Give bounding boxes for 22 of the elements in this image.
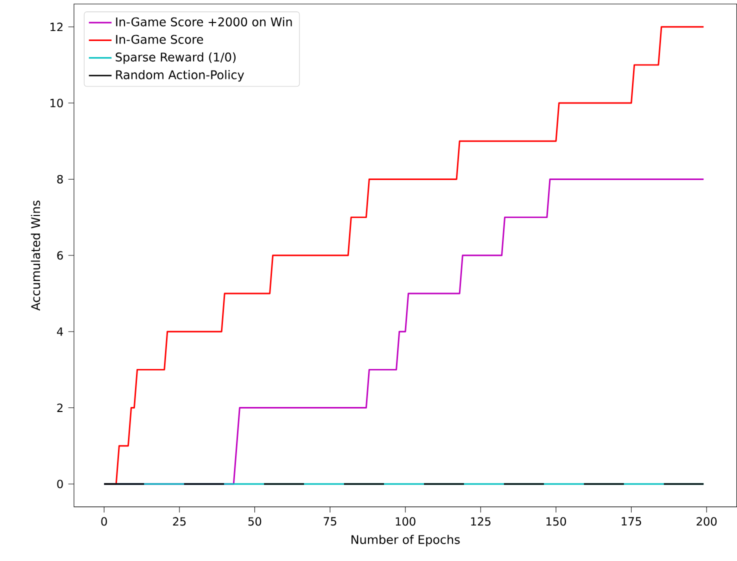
y-tick-label: 6 [57,251,63,260]
legend-label: In-Game Score [116,34,204,44]
legend-label: In-Game Score +2000 on Win [116,17,292,26]
x-tick-label: 200 [696,517,717,526]
x-tick-label: 25 [173,517,186,526]
legend-label: Sparse Reward (1/0) [116,52,236,64]
y-tick-label: 12 [50,22,62,32]
x-tick-label: 125 [471,517,490,526]
y-tick-label: 2 [57,404,62,412]
y-tick-label: 4 [56,328,63,336]
y-tick-label: 8 [57,175,63,184]
x-tick-label: 0 [101,517,107,526]
x-tick-label: 100 [396,517,416,526]
y-axis-title: Accumulated Wins [30,200,40,311]
x-tick-label: 150 [546,517,566,526]
y-tick-label: 0 [57,480,63,488]
x-tick-label: 75 [324,517,336,526]
x-axis-title: Number of Epochs [352,534,460,546]
x-tick-label: 50 [248,517,262,526]
y-tick-label: 10 [50,98,63,108]
x-tick-label: 175 [622,517,642,526]
legend-label: Random Action-Policy [116,70,244,82]
